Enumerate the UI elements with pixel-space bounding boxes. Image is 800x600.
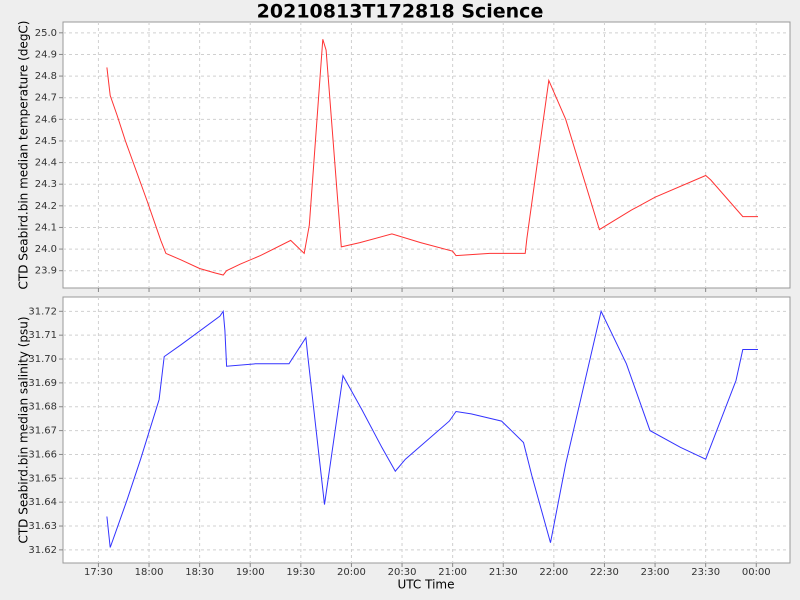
plot-area xyxy=(62,21,791,289)
x-tick-label: 22:30 xyxy=(590,567,619,578)
y-tick-label: 24.8 xyxy=(35,71,57,82)
y-tick-label: 31.63 xyxy=(28,521,57,532)
y-tick-label: 24.7 xyxy=(35,93,57,104)
x-tick-label: 18:00 xyxy=(135,567,164,578)
y-tick-label: 31.64 xyxy=(28,497,57,508)
y-tick-label: 31.65 xyxy=(28,473,57,484)
y-tick-label: 23.9 xyxy=(35,266,57,277)
y-tick-label: 31.67 xyxy=(28,426,57,437)
y-tick-label: 31.72 xyxy=(28,306,57,317)
y-tick-label: 31.69 xyxy=(28,378,57,389)
chart-title: 20210813T172818 Science xyxy=(257,1,544,23)
x-tick-label: 23:00 xyxy=(641,567,670,578)
x-tick-label: 21:00 xyxy=(438,567,467,578)
y-tick-label: 31.62 xyxy=(28,545,57,556)
x-tick-label: 19:00 xyxy=(236,567,265,578)
y-axis-label: CTD Seabird.bin median salinity (psu) xyxy=(17,316,31,543)
y-tick-label: 24.9 xyxy=(35,49,57,60)
x-tick-label: 22:00 xyxy=(539,567,568,578)
y-tick-label: 31.66 xyxy=(28,449,57,460)
plot-area xyxy=(62,296,791,564)
x-tick-label: 20:30 xyxy=(388,567,417,578)
x-tick-label: 00:00 xyxy=(742,567,771,578)
y-tick-label: 31.68 xyxy=(28,402,57,413)
x-tick-label: 20:00 xyxy=(337,567,366,578)
x-axis-label: UTC Time xyxy=(398,578,455,592)
y-tick-label: 24.2 xyxy=(35,201,57,212)
x-tick-label: 18:30 xyxy=(185,567,214,578)
x-tick-label: 17:30 xyxy=(84,567,113,578)
y-tick-label: 24.4 xyxy=(35,158,57,169)
y-tick-label: 24.5 xyxy=(35,136,57,147)
y-tick-label: 24.3 xyxy=(35,179,57,190)
data-line xyxy=(106,309,758,548)
y-tick-label: 24.6 xyxy=(35,114,57,125)
x-tick-label: 23:30 xyxy=(691,567,720,578)
y-tick-label: 25.0 xyxy=(35,28,57,39)
x-tick-label: 21:30 xyxy=(489,567,518,578)
y-tick-label: 31.70 xyxy=(28,354,57,365)
x-tick-label: 19:30 xyxy=(286,567,315,578)
y-tick-label: 24.1 xyxy=(35,222,57,233)
y-tick-label: 24.0 xyxy=(35,244,57,255)
y-tick-label: 31.71 xyxy=(28,330,57,341)
y-axis-label: CTD Seabird.bin median temperature (degC… xyxy=(17,21,31,290)
data-line xyxy=(106,39,758,276)
